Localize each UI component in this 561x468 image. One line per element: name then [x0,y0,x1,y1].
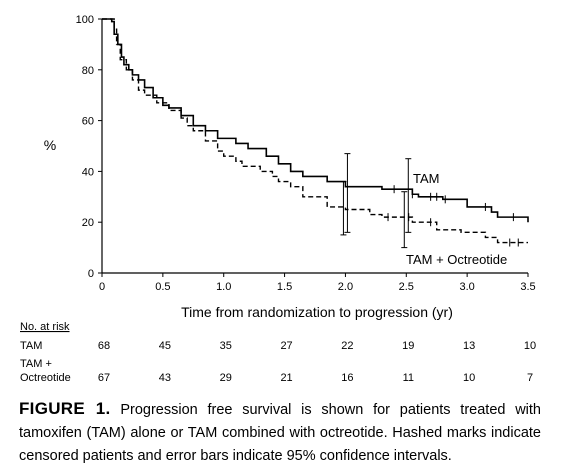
risk-value: 11 [403,372,414,384]
y-axis-title: % [44,137,56,153]
risk-value: 7 [527,372,533,384]
x-tick-label: 2.5 [399,281,414,293]
risk-value: 45 [159,340,171,352]
risk-value: 19 [402,340,414,352]
chart-series [102,18,529,249]
y-tick-label: 0 [88,268,94,280]
risk-value: 67 [98,372,110,384]
x-tick-label: 3.5 [520,281,535,293]
risk-value: 27 [280,340,292,352]
x-tick-label: 1.5 [277,281,292,293]
x-tick-label: 0 [99,281,105,293]
risk-value: 21 [280,372,292,384]
chart-labels: TAM TAM + Octreotide [406,171,507,267]
risk-value: 68 [98,340,110,352]
y-tick-label: 80 [82,65,94,77]
risk-table-heading: No. at risk [20,321,70,333]
x-tick-label: 3.0 [459,281,474,293]
x-tick-label: 0.5 [155,281,170,293]
chart-axes: 0 0.5 1.0 1.5 2.0 2.5 3.0 3.5 0 20 40 60 80 100% Time … [44,14,536,320]
risk-value: 16 [341,372,353,384]
risk-value: 35 [220,340,232,352]
x-tick-label: 2.0 [338,281,353,293]
risk-value: 10 [463,372,475,384]
risk-row-label: Octreotide [20,372,71,384]
figure-caption-text: Progression free survival is shown for p… [19,402,541,464]
number-at-risk-table: No. at risk TAM 68 45 35 27 22 19 13 10 TAM + Octre… [20,321,536,384]
risk-value: 10 [524,340,536,352]
y-tick-label: 20 [82,217,94,229]
figure-caption: FIGURE 1. Progression free survival is s… [19,397,541,468]
risk-value: 43 [159,372,171,384]
risk-row-label: TAM [20,340,42,352]
y-tick-label: 40 [82,166,94,178]
risk-value: 22 [341,340,353,352]
risk-value: 13 [463,340,475,352]
risk-row-label: TAM + [20,358,52,370]
x-axis-title: Time from randomization to progression (… [181,304,453,320]
series-tam [102,18,529,233]
figure-label: FIGURE 1. [19,399,111,418]
y-tick-label: 100 [76,14,94,26]
series-line [102,18,528,244]
survival-chart: 0 0.5 1.0 1.5 2.0 2.5 3.0 3.5 0 20 40 60 80 100% Time … [20,14,536,384]
risk-value: 29 [220,372,232,384]
x-tick-label: 1.0 [216,281,231,293]
y-tick-label: 60 [82,116,94,128]
series-tam-octreotide [102,18,528,249]
series-line [102,18,529,223]
series-label-tam-octreotide: TAM + Octreotide [406,252,507,267]
series-label-tam: TAM [413,171,439,186]
